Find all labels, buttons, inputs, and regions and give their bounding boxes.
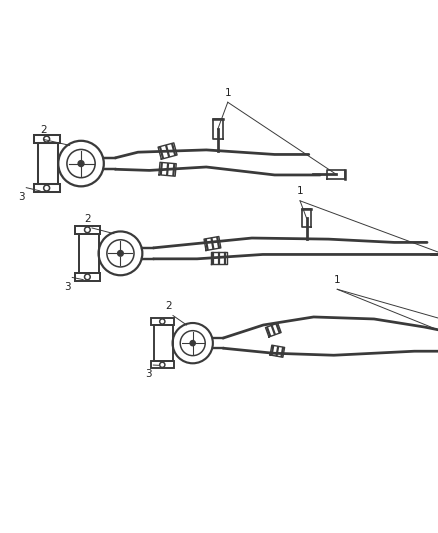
Text: 3: 3 [18, 192, 25, 202]
Text: 1: 1 [224, 88, 231, 98]
Text: 1: 1 [297, 187, 304, 197]
Text: 3: 3 [64, 282, 71, 292]
Circle shape [190, 341, 195, 346]
Circle shape [78, 160, 84, 166]
Circle shape [117, 251, 124, 256]
Text: 1: 1 [334, 275, 341, 285]
Text: 3: 3 [145, 369, 152, 379]
Text: 2: 2 [84, 214, 91, 223]
Text: 2: 2 [40, 125, 47, 135]
Text: 2: 2 [165, 301, 172, 311]
